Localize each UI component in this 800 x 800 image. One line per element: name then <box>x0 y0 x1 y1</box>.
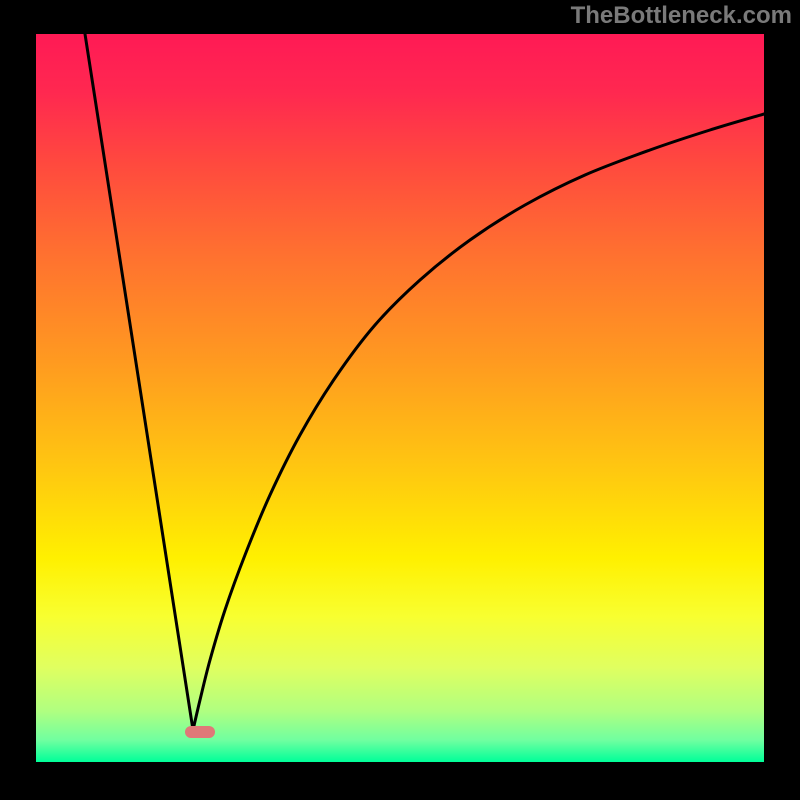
chart-plot-area <box>36 34 764 762</box>
chart-container: TheBottleneck.com <box>0 0 800 800</box>
chart-svg <box>0 0 800 800</box>
min-marker <box>185 726 215 738</box>
watermark-text: TheBottleneck.com <box>571 2 792 30</box>
